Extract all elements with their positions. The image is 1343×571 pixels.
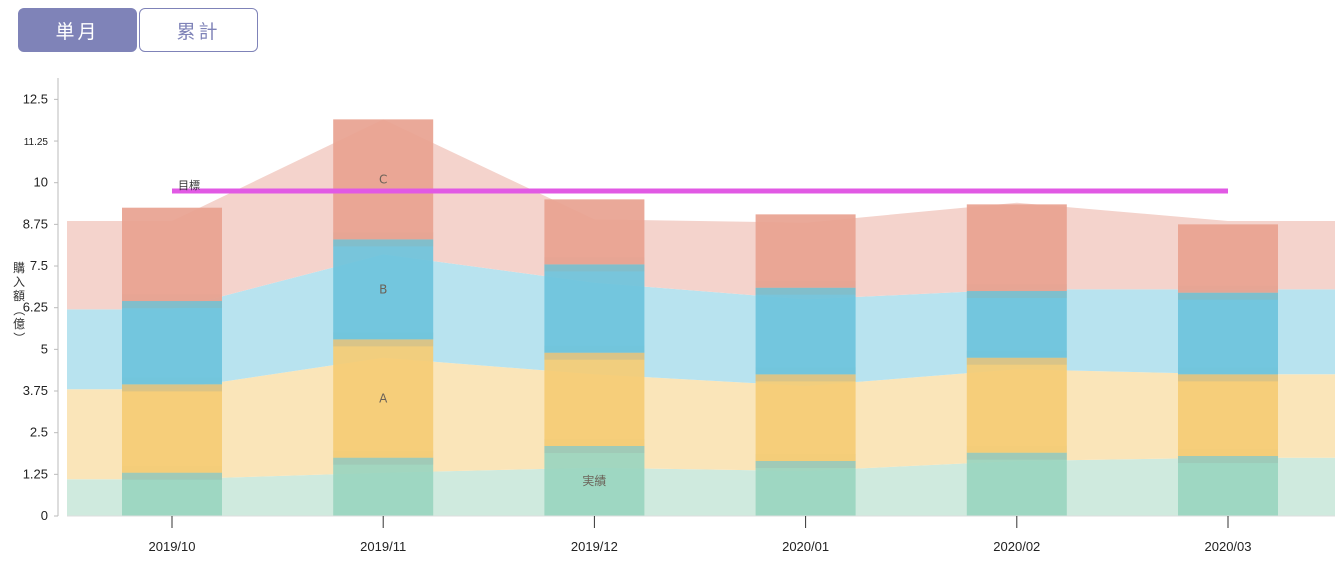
bar-segment-b [1178, 292, 1278, 375]
bar-layer [122, 119, 1278, 516]
x-tick-label: 2019/11 [360, 539, 406, 554]
single-month-toggle-label: 単月 [55, 20, 100, 43]
bar-segment-c [333, 119, 434, 240]
y-tick-label: 10 [34, 175, 48, 190]
x-tick-label: 2019/10 [149, 539, 196, 554]
bar-segment-c [122, 207, 222, 302]
bar-segment-actual [544, 446, 645, 516]
area-background-layer [67, 119, 1335, 516]
y-tick-label: 1.25 [23, 466, 48, 481]
label-layer: 実績 A B C [379, 172, 606, 488]
x-tick-label: 2020/01 [782, 539, 829, 554]
bar-segment-a [122, 384, 222, 473]
bar-segment-c [1178, 224, 1278, 293]
bar-segment-a [966, 357, 1067, 453]
y-tick-label: 7.5 [30, 258, 48, 273]
bar-segment-c [544, 199, 645, 265]
y-axis-label-char: （ [12, 304, 26, 316]
y-axis-label-char: 入 [13, 275, 25, 289]
bar-segment-b [966, 291, 1067, 358]
series-label: A [379, 392, 388, 406]
y-axis-label-char: ） [12, 332, 26, 344]
bar-segment-a [755, 374, 856, 462]
bar-segment-a [333, 339, 434, 458]
y-tick-label: 5 [41, 341, 48, 356]
bar-segment-actual [1178, 456, 1278, 516]
axis-layer: 0 1.25 2.5 3.75 5 6.25 7.5 8.75 10 11.25 12.5 購入額（億… [12, 78, 1335, 554]
bar-segment-a [544, 352, 645, 447]
y-tick-label: 6.25 [23, 300, 48, 315]
single-month-toggle[interactable]: 単月 [18, 8, 137, 52]
series-label: B [379, 282, 387, 296]
bar-segment-b [755, 287, 856, 375]
x-tick-label: 2020/02 [993, 539, 1040, 554]
bar-segment-b [333, 239, 434, 340]
area-c [67, 119, 1335, 310]
cumulative-toggle[interactable]: 累計 [139, 8, 258, 52]
y-axis-label-char: 額 [13, 289, 25, 303]
bar-segment-c [966, 204, 1067, 292]
x-tick-label: 2020/03 [1205, 539, 1252, 554]
y-tick-label: 0 [41, 508, 48, 523]
bar-segment-actual [333, 457, 434, 516]
bar-segment-c [755, 214, 856, 288]
bar-segment-actual [755, 461, 856, 516]
y-tick-label: 8.75 [23, 216, 48, 231]
bar-segment-actual [966, 452, 1067, 516]
target-layer: 目標 [172, 178, 1228, 194]
series-label: 実績 [582, 473, 606, 488]
cumulative-toggle-label: 累計 [176, 20, 221, 43]
y-axis-label-char: 億 [13, 317, 25, 331]
x-tick-label: 2019/12 [571, 539, 618, 554]
y-tick-label: 3.75 [23, 383, 48, 398]
bar-segment-a [1178, 374, 1278, 457]
y-axis-label-char: 購 [13, 261, 25, 275]
target-label: 目標 [178, 178, 200, 192]
bar-segment-b [544, 264, 645, 353]
bar-segment-b [122, 301, 222, 385]
series-label: C [379, 172, 387, 186]
y-tick-label: 12.5 [23, 91, 48, 106]
bar-segment-actual [122, 472, 222, 516]
y-tick-label: 2.5 [30, 425, 48, 440]
y-tick-label: 11.25 [24, 137, 49, 148]
stacked-bar-chart: 0 1.25 2.5 3.75 5 6.25 7.5 8.75 10 11.25 12.5 購入額（億… [12, 78, 1335, 554]
